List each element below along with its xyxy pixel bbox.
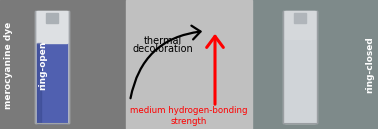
Text: decoloration: decoloration bbox=[133, 44, 194, 54]
Bar bbox=[294, 13, 306, 23]
Text: ring-open: ring-open bbox=[39, 40, 48, 90]
Text: thermal: thermal bbox=[144, 36, 182, 46]
Text: medium hydrogen-bonding
strength: medium hydrogen-bonding strength bbox=[130, 106, 248, 126]
Bar bbox=[35, 11, 69, 123]
Bar bbox=[285, 39, 315, 123]
Bar bbox=[37, 43, 41, 123]
Bar bbox=[37, 11, 67, 43]
FancyArrowPatch shape bbox=[207, 36, 223, 104]
Bar bbox=[126, 0, 252, 129]
FancyArrowPatch shape bbox=[130, 26, 200, 98]
Bar bbox=[37, 43, 67, 123]
Bar bbox=[252, 0, 378, 129]
Text: merocyanine dye: merocyanine dye bbox=[5, 21, 14, 109]
Bar bbox=[46, 13, 58, 23]
Bar bbox=[285, 11, 315, 39]
Bar bbox=[283, 11, 317, 123]
Bar bbox=[0, 0, 126, 129]
Text: ring-closed: ring-closed bbox=[366, 37, 375, 93]
